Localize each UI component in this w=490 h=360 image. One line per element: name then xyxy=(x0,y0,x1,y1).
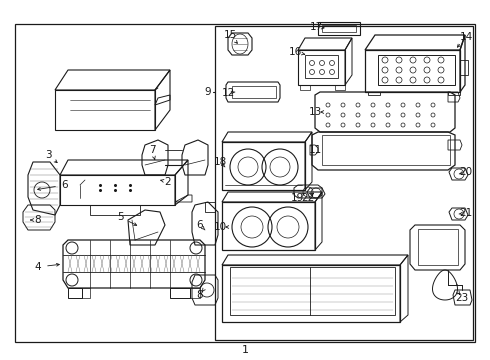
Text: 5: 5 xyxy=(117,212,123,222)
Text: 21: 21 xyxy=(460,208,473,218)
Bar xyxy=(232,86,276,98)
Text: 22: 22 xyxy=(301,193,315,203)
Text: 18: 18 xyxy=(213,157,227,167)
Text: 8: 8 xyxy=(196,290,203,300)
Text: 1: 1 xyxy=(242,345,248,355)
Bar xyxy=(15,24,475,342)
Text: 2: 2 xyxy=(165,177,172,187)
Bar xyxy=(418,229,458,265)
Text: 12: 12 xyxy=(221,88,235,98)
Text: 19: 19 xyxy=(291,193,304,203)
Text: 13: 13 xyxy=(308,107,321,117)
Text: 23: 23 xyxy=(455,293,468,303)
Text: 6: 6 xyxy=(196,220,203,230)
Text: 14: 14 xyxy=(460,32,473,42)
Text: 6: 6 xyxy=(62,180,68,190)
Text: 3: 3 xyxy=(45,150,51,160)
Text: 10: 10 xyxy=(214,222,226,232)
Text: 7: 7 xyxy=(148,145,155,155)
Bar xyxy=(215,26,473,340)
Text: 4: 4 xyxy=(35,262,41,272)
Bar xyxy=(322,135,450,165)
Bar xyxy=(322,25,356,32)
Bar xyxy=(230,267,395,315)
Text: 11: 11 xyxy=(308,145,321,155)
Text: 17: 17 xyxy=(309,22,322,32)
Text: 16: 16 xyxy=(289,47,302,57)
Text: 20: 20 xyxy=(460,167,472,177)
Text: 15: 15 xyxy=(223,30,237,40)
Text: 9: 9 xyxy=(205,87,211,97)
Text: 8: 8 xyxy=(35,215,41,225)
